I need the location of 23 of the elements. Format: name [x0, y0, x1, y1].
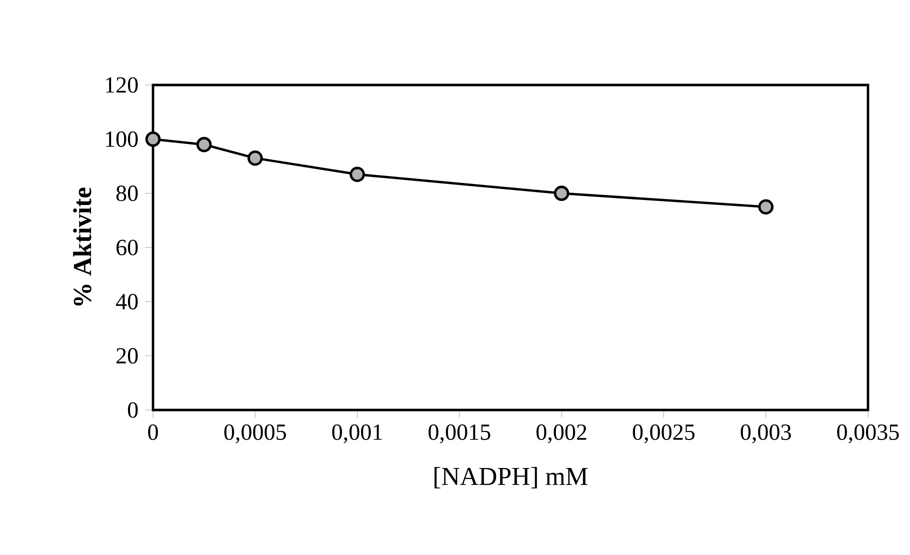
- y-tick-label: 20: [116, 348, 138, 364]
- point: [758, 199, 774, 215]
- y-tick-label: 0: [128, 402, 138, 418]
- x-tick-label: 0,0005: [224, 424, 286, 444]
- x-tick-label: 0,002: [536, 424, 586, 444]
- x-tick-label: 0,0025: [632, 424, 695, 444]
- y-tick-label: 60: [116, 240, 138, 256]
- x-tick-label: 0,001: [332, 424, 382, 444]
- y-axis-title: % Aktivite: [73, 188, 92, 306]
- y-tick-label: 80: [116, 186, 138, 202]
- point: [350, 166, 365, 182]
- x-tick-label: 0: [148, 424, 158, 440]
- y-tick-label: 100: [106, 131, 138, 147]
- point: [247, 150, 263, 166]
- point: [196, 136, 212, 152]
- point: [554, 186, 570, 201]
- x-tick-label: 0,0035: [837, 424, 899, 444]
- x-tick-label: 0,0015: [428, 424, 490, 444]
- point: [145, 132, 161, 147]
- y-tick-label: 120: [106, 77, 138, 93]
- x-tick-label: 0,003: [740, 424, 791, 444]
- x-axis-title: [NADPH] mM: [434, 466, 588, 488]
- y-tick-label: 40: [116, 294, 138, 310]
